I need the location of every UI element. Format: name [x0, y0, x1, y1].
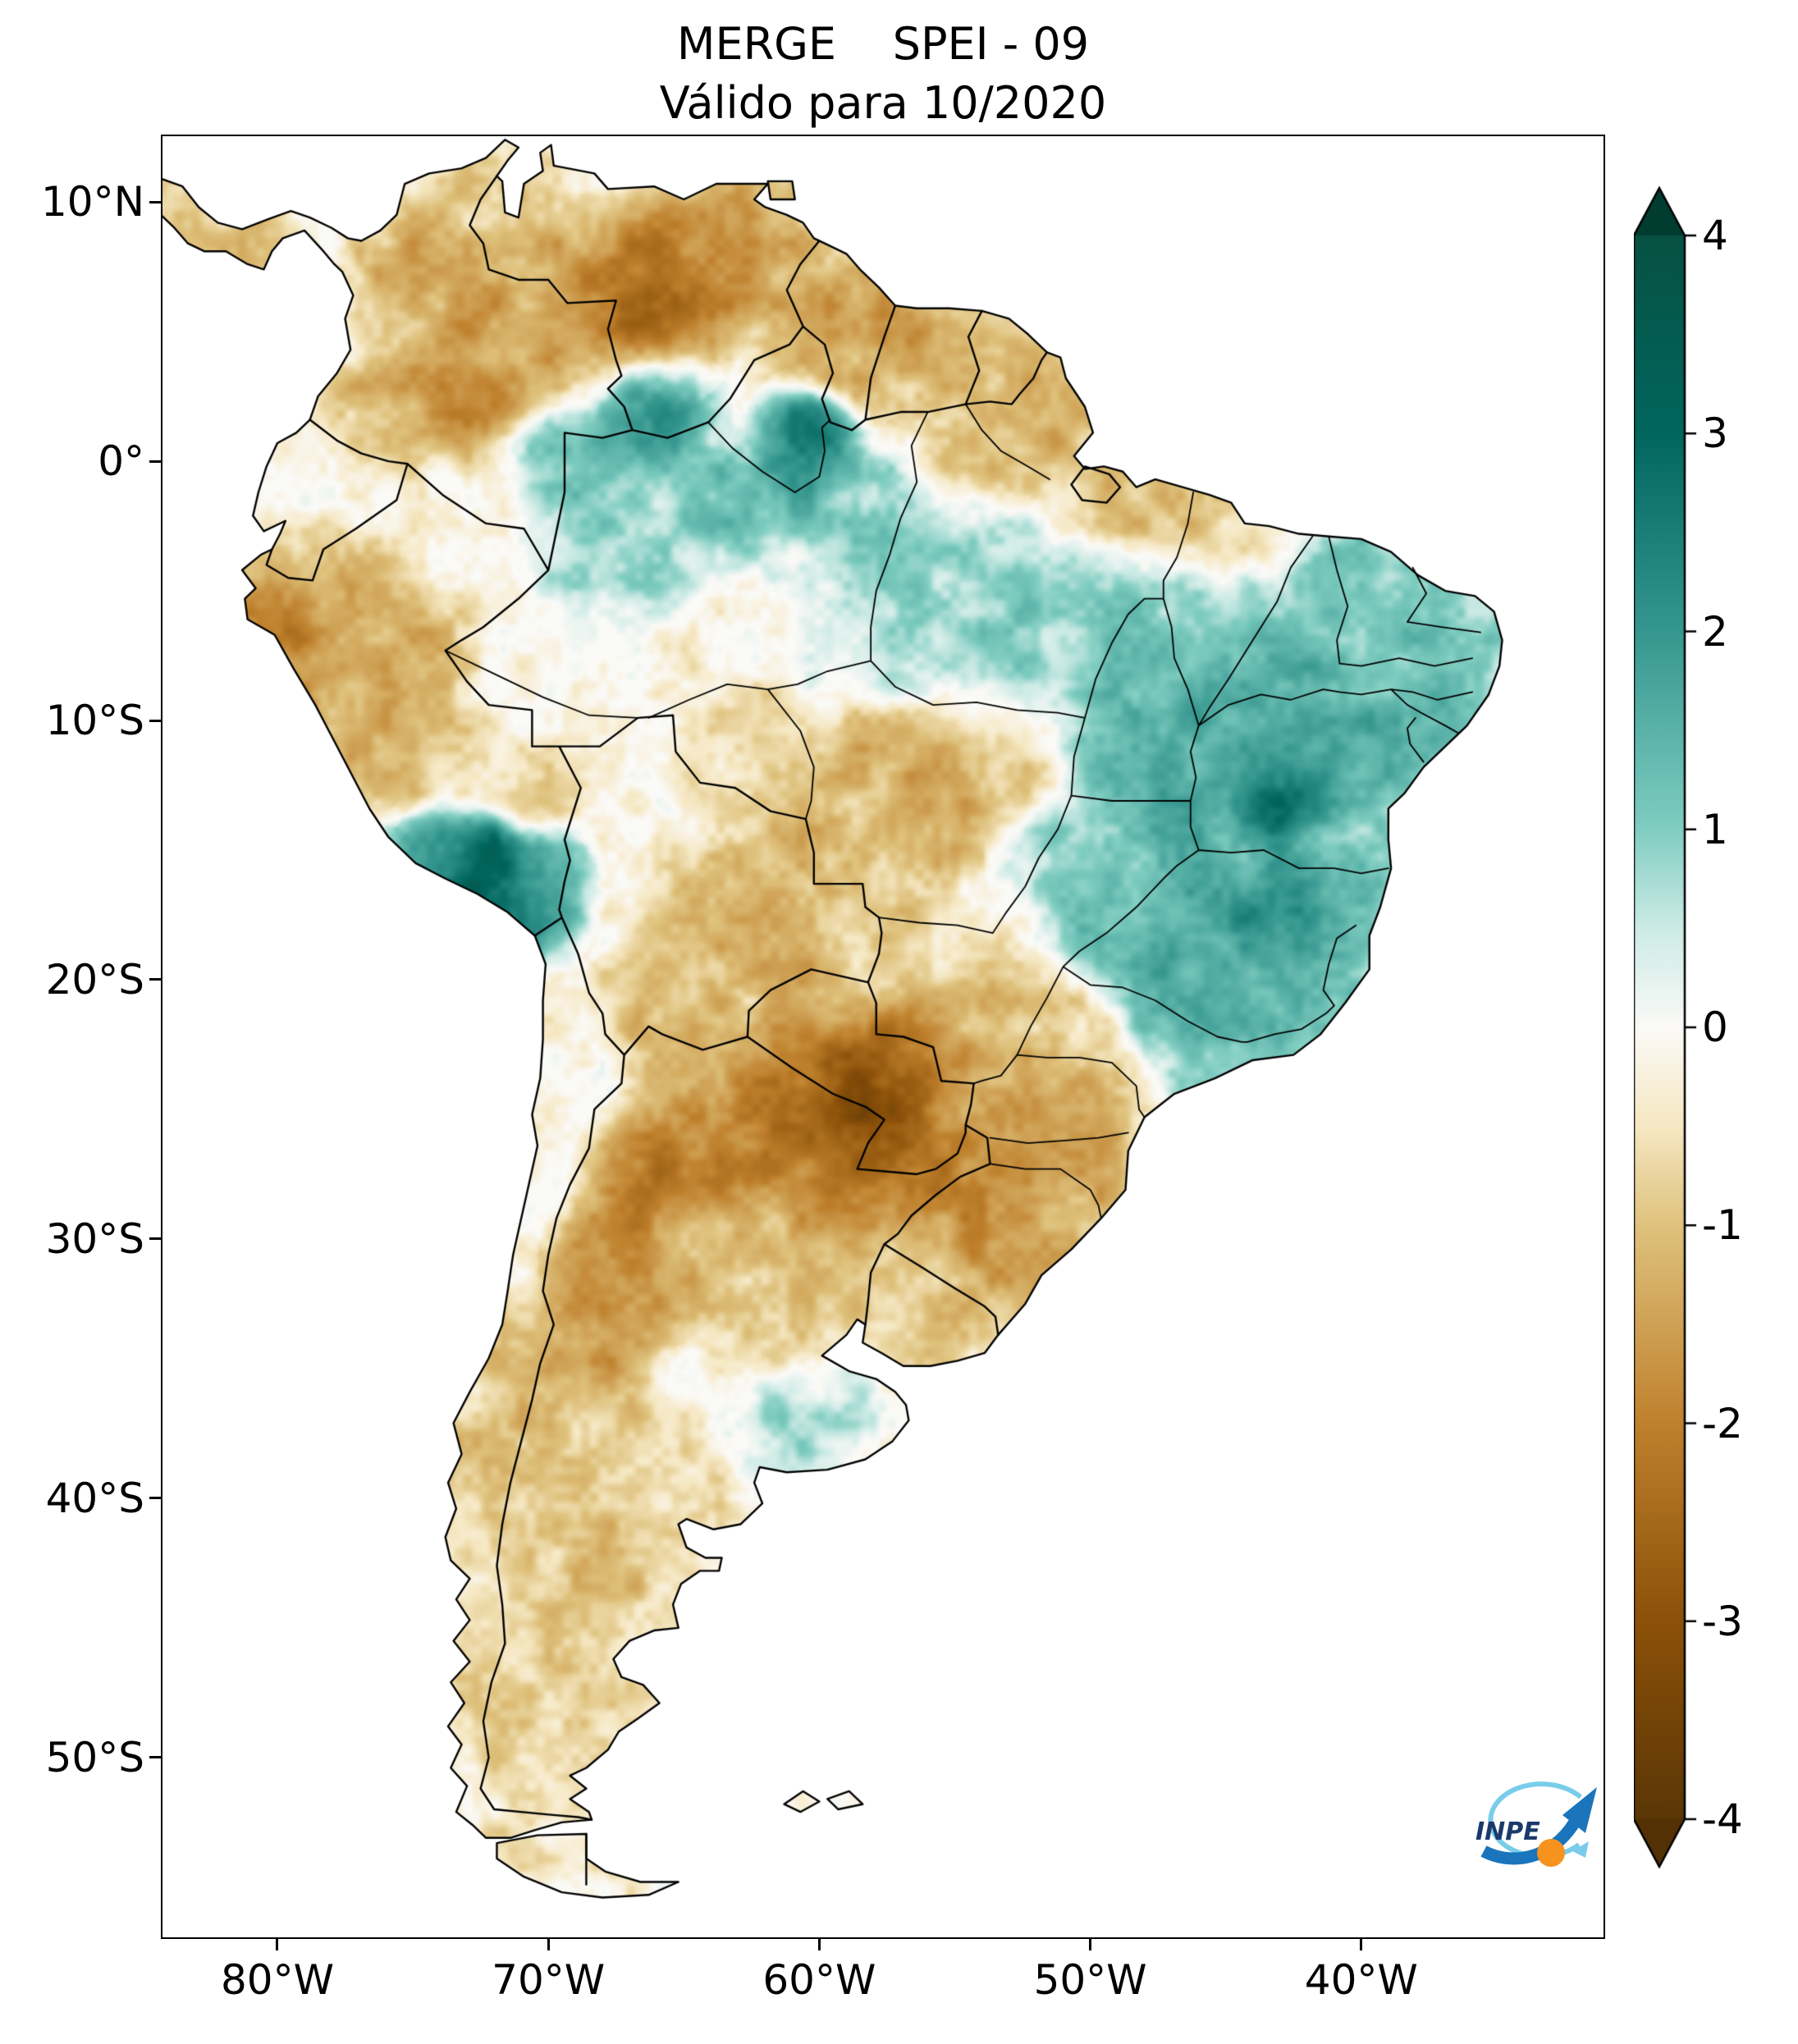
colorbar-tick-label: 3 [1702, 409, 1728, 458]
map-plot [161, 135, 1605, 1939]
x-tick-mark [817, 1939, 821, 1950]
x-tick-mark [1360, 1939, 1363, 1950]
colorbar-tick-label: -2 [1702, 1399, 1743, 1447]
y-tick-label: 10°S [45, 697, 144, 745]
x-tick-label: 40°W [1304, 1956, 1418, 2004]
colorbar-tick-label: 0 [1702, 1004, 1728, 1051]
colorbar-tick-label: 4 [1702, 212, 1728, 259]
x-tick-label: 60°W [762, 1956, 876, 2004]
swoosh-arrowhead-icon [1562, 1787, 1597, 1833]
colorbar-tick-label: -4 [1702, 1795, 1743, 1843]
figure-subtitle: Válido para 10/2020 [659, 77, 1107, 129]
inpe-logo-text: INPE [1475, 1818, 1540, 1846]
orange-sphere-icon [1537, 1839, 1565, 1867]
swoosh-arrow-icon [1480, 1819, 1580, 1865]
x-tick-label: 70°W [492, 1956, 606, 2004]
y-tick-mark [149, 460, 161, 463]
colorbar-tick-label: -1 [1702, 1201, 1743, 1250]
x-tick-label: 80°W [220, 1956, 335, 2004]
orbit-arrowhead-icon [1572, 1841, 1589, 1858]
y-tick-label: 50°S [45, 1733, 144, 1781]
y-tick-mark [149, 978, 161, 981]
y-tick-mark [149, 1497, 161, 1500]
y-tick-label: 30°S [45, 1214, 144, 1263]
y-tick-mark [149, 200, 161, 203]
y-tick-mark [149, 719, 161, 722]
y-tick-label: 0° [98, 437, 144, 486]
colorbar-tick-label: 1 [1702, 805, 1728, 853]
colorbar [1634, 186, 1716, 1868]
y-tick-mark [149, 1756, 161, 1759]
x-tick-mark [547, 1939, 550, 1950]
x-tick-mark [1089, 1939, 1092, 1950]
y-tick-label: 40°S [45, 1474, 144, 1522]
colorbar-tick-label: -3 [1702, 1597, 1743, 1645]
inpe-logo: INPE [1475, 1781, 1597, 1867]
x-tick-mark [276, 1939, 279, 1950]
colorbar-tick-label: 2 [1702, 607, 1728, 656]
y-tick-mark [149, 1237, 161, 1241]
y-tick-label: 20°S [45, 955, 144, 1004]
x-tick-label: 50°W [1033, 1956, 1147, 2004]
y-tick-label: 10°N [40, 178, 144, 226]
figure-title: MERGE SPEI - 09 [676, 18, 1090, 70]
